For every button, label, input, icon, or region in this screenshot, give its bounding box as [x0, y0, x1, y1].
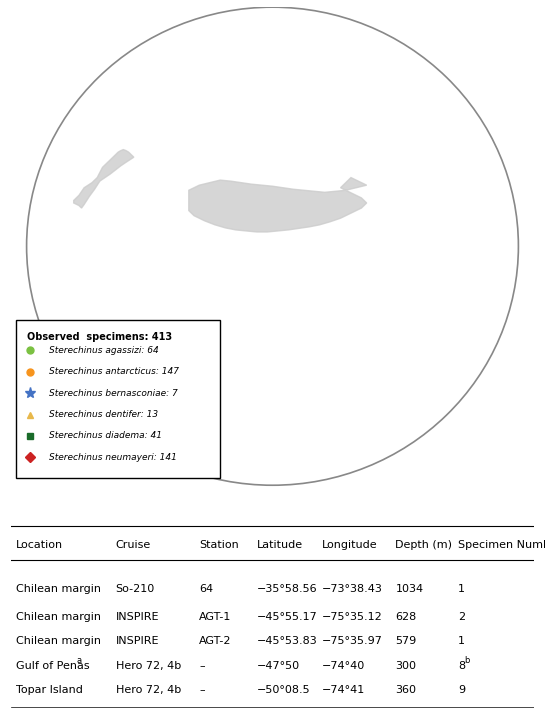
Text: Depth (m): Depth (m)	[396, 540, 452, 550]
Text: Sterechinus dentifer: 13: Sterechinus dentifer: 13	[49, 410, 158, 419]
Text: Chilean margin: Chilean margin	[16, 584, 101, 594]
Text: −35°58.56: −35°58.56	[257, 584, 317, 594]
Text: Sterechinus bernasconiae: 7: Sterechinus bernasconiae: 7	[49, 388, 177, 398]
Text: −75°35.97: −75°35.97	[322, 636, 383, 646]
Text: Location: Location	[16, 540, 63, 550]
Text: Station: Station	[199, 540, 239, 550]
FancyBboxPatch shape	[16, 320, 220, 477]
Text: Cruise: Cruise	[116, 540, 151, 550]
Text: –: –	[199, 661, 205, 671]
Text: Sterechinus neumayeri: 141: Sterechinus neumayeri: 141	[49, 453, 177, 462]
Text: 9: 9	[458, 685, 465, 695]
Text: INSPIRE: INSPIRE	[116, 612, 159, 622]
Text: b: b	[464, 656, 470, 665]
Text: 579: 579	[396, 636, 417, 646]
Text: 1: 1	[458, 584, 465, 594]
Text: Gulf of Penas: Gulf of Penas	[16, 661, 90, 671]
Text: Specimen Number: Specimen Number	[458, 540, 545, 550]
Text: 628: 628	[396, 612, 417, 622]
Text: Latitude: Latitude	[257, 540, 303, 550]
Text: Longitude: Longitude	[322, 540, 378, 550]
Text: 1: 1	[458, 636, 465, 646]
Text: Observed  specimens: 413: Observed specimens: 413	[27, 332, 172, 342]
Text: Hero 72, 4b: Hero 72, 4b	[116, 685, 181, 695]
Text: −73°38.43: −73°38.43	[322, 584, 383, 594]
Text: −74°41: −74°41	[322, 685, 366, 695]
Text: Chilean margin: Chilean margin	[16, 612, 101, 622]
Text: −50°08.5: −50°08.5	[257, 685, 311, 695]
Text: a: a	[76, 656, 81, 665]
Circle shape	[27, 7, 518, 485]
Text: AGT-1: AGT-1	[199, 612, 232, 622]
Text: −45°53.83: −45°53.83	[257, 636, 318, 646]
Text: Sterechinus antarcticus: 147: Sterechinus antarcticus: 147	[49, 368, 179, 376]
Text: 64: 64	[199, 584, 214, 594]
Text: 2: 2	[458, 612, 465, 622]
Text: Sterechinus agassizi: 64: Sterechinus agassizi: 64	[49, 346, 158, 355]
Text: Sterechinus diadema: 41: Sterechinus diadema: 41	[49, 432, 161, 440]
Text: Topar Island: Topar Island	[16, 685, 83, 695]
Text: –: –	[199, 685, 205, 695]
Text: 8: 8	[458, 661, 465, 671]
Text: INSPIRE: INSPIRE	[116, 636, 159, 646]
Text: −74°40: −74°40	[322, 661, 366, 671]
Text: So-210: So-210	[116, 584, 155, 594]
Polygon shape	[189, 177, 367, 232]
Text: 300: 300	[396, 661, 416, 671]
Text: −47°50: −47°50	[257, 661, 300, 671]
Text: 360: 360	[396, 685, 416, 695]
Text: 1034: 1034	[396, 584, 423, 594]
Text: Hero 72, 4b: Hero 72, 4b	[116, 661, 181, 671]
Polygon shape	[74, 149, 134, 208]
Text: Chilean margin: Chilean margin	[16, 636, 101, 646]
Text: −75°35.12: −75°35.12	[322, 612, 383, 622]
Text: −45°55.17: −45°55.17	[257, 612, 318, 622]
Text: AGT-2: AGT-2	[199, 636, 232, 646]
